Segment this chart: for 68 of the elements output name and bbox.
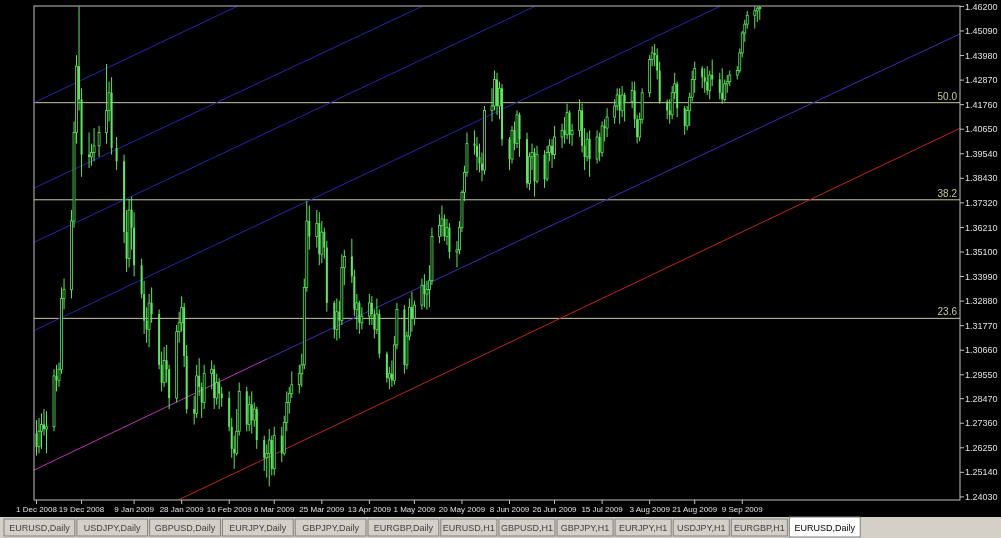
candlestick [683,105,686,136]
y-tick-label: 1.42870 [965,75,998,86]
y-tick-label: 1.27360 [965,418,998,429]
text: GBPUSD,Daily [154,523,216,533]
candlestick [588,129,591,178]
text: GBPUSD,H1 [500,523,553,533]
x-tick-label: 9 Jan 2009 [114,505,155,514]
x-tick-label: 6 Mar 2009 [254,505,296,514]
candlestick [701,65,704,89]
candlestick [247,395,251,432]
text: EURUSD,Daily [794,523,856,533]
candlestick [423,273,426,308]
x-tick-label: 15 Jul 2009 [581,505,624,514]
y-tick-label: 1.43980 [965,50,998,61]
candlestick [501,83,504,147]
y-tick-label: 1.25140 [965,467,998,478]
candlestick [280,426,283,463]
text: EURGBP,H1 [733,523,785,533]
x-tick-label: 21 Aug 2009 [672,505,718,514]
text: EURJPY,Daily [229,523,287,533]
x-tick-label: 1 Dec 2008 [16,505,58,514]
x-tick-label: 19 Dec 2008 [58,505,105,514]
y-tick-label: 1.24030 [965,492,998,503]
x-tick-label: 26 Jun 2009 [532,505,578,514]
x-tick-label: 25 Mar 2009 [299,505,345,514]
candlestick [105,63,108,145]
text: GBPJPY,H1 [560,523,610,533]
y-tick-label: 1.31770 [965,320,998,331]
text: GBPJPY,Daily [302,523,360,533]
x-tick-label: 28 Jan 2009 [159,505,205,514]
y-tick-label: 1.32880 [965,296,998,307]
annotation: 23.6 [937,306,958,318]
x-tick-label: 9 Sep 2009 [721,505,764,514]
x-tick-label: 16 Feb 2009 [206,505,253,514]
y-tick-label: 1.35100 [965,247,998,258]
y-tick-label: 1.28470 [965,393,998,404]
y-tick-label: 1.37320 [965,198,998,209]
y-tick-label: 1.26250 [965,442,998,453]
x-tick-label: 20 May 2009 [438,505,486,514]
x-tick-label: 8 Jun 2009 [489,505,530,514]
text: USDJPY,Daily [83,523,142,533]
candlestick [115,136,118,171]
x-tick-label: 1 May 2009 [393,505,436,514]
y-tick-label: 1.30660 [965,345,998,356]
y-tick-label: 1.41760 [965,99,998,110]
candlestick [367,293,371,326]
y-tick-label: 1.38430 [965,173,998,184]
text: EURJPY,H1 [618,523,668,533]
y-tick-label: 1.46200 [965,1,998,12]
y-tick-label: 1.45090 [965,26,998,37]
text: EURUSD,Daily [9,523,71,533]
text: USDJPY,H1 [677,523,726,533]
y-tick-label: 1.33990 [965,271,998,282]
candlestick [250,390,253,434]
x-tick-label: 3 Aug 2009 [629,505,671,514]
text: EURGBP,Daily [373,523,434,533]
y-tick-label: 1.40650 [965,124,998,135]
text: EURUSD,H1 [442,523,495,533]
y-tick-label: 1.39540 [965,148,998,159]
annotation: 38.2 [937,187,958,199]
candlestick [706,65,709,96]
y-tick-label: 1.36210 [965,222,998,233]
y-tick-label: 1.29550 [965,369,998,380]
candlestick [721,67,724,105]
candlestick [703,67,706,94]
x-tick-label: 13 Apr 2009 [347,505,392,514]
candlestick [718,72,721,100]
annotation: 50.0 [937,90,958,102]
